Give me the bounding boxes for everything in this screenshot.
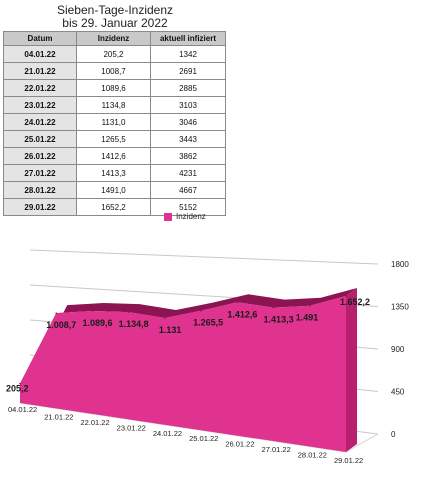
data-point [272, 306, 275, 309]
table-row: 27.01.22 1413,3 4231 [3, 164, 226, 182]
floor-right-edge [345, 433, 379, 453]
data-label: 1.652,2 [340, 297, 370, 307]
cell-date: 27.01.22 [3, 164, 77, 182]
cell-date: 04.01.22 [3, 45, 77, 63]
area-front-face [20, 295, 346, 452]
data-label: 1.134,8 [119, 319, 149, 329]
table-row: 23.01.22 1134,8 3103 [3, 96, 226, 114]
cell-date: 22.01.22 [3, 79, 77, 97]
x-tick-label: 04.01.22 [8, 405, 37, 414]
data-point [127, 311, 130, 313]
data-point [236, 301, 239, 304]
title-line-2: bis 29. Januar 2022 [62, 16, 168, 30]
y-tick-label: 900 [391, 345, 405, 354]
legend-swatch [164, 212, 172, 221]
data-point [19, 382, 21, 385]
x-tick-label: 27.01.22 [262, 445, 291, 454]
x-tick-label: 23.01.22 [117, 423, 146, 432]
x-tick-label: 26.01.22 [225, 440, 254, 449]
x-tick-label: 29.01.22 [334, 456, 363, 465]
data-label: 1.412,6 [227, 309, 257, 319]
table-row: 29.01.22 1652,2 5152 [3, 198, 226, 216]
data-label: 1.008,7 [46, 320, 76, 330]
table-header-row: Datum Inzidenz aktuell infiziert [3, 31, 226, 46]
table-row: 28.01.22 1491,0 4667 [3, 181, 226, 199]
data-point [345, 295, 347, 297]
x-tick-label: 22.01.22 [80, 418, 109, 427]
header-datum: Datum [3, 31, 77, 46]
x-tick-label: 28.01.22 [298, 451, 327, 460]
table-row: 22.01.22 1089,6 2885 [3, 79, 226, 97]
table-row: 21.01.22 1008,7 2691 [3, 62, 226, 80]
header-aktuell-infiziert: aktuell infiziert [150, 31, 226, 46]
x-tick-label: 24.01.22 [153, 429, 182, 438]
x-tick-label: 21.01.22 [44, 412, 73, 421]
x-tick-label: 25.01.22 [189, 434, 218, 443]
cell-date: 28.01.22 [3, 181, 77, 199]
y-tick-label: 450 [391, 388, 405, 397]
data-point [91, 310, 94, 312]
table-row: 24.01.22 1131,0 3046 [3, 113, 226, 131]
cell-date: 29.01.22 [3, 198, 77, 216]
title-line-1: Sieben-Tage-Inzidenz [56, 3, 174, 17]
cell-inzidenz: 1652,2 [76, 198, 151, 216]
cell-infiziert: 5152 [150, 198, 226, 216]
data-table: Datum Inzidenz aktuell infiziert 04.01.2… [3, 31, 226, 216]
legend: Inzidenz [164, 212, 206, 221]
data-point [200, 309, 202, 312]
header-inzidenz: Inzidenz [76, 31, 151, 46]
y-tick-label: 1800 [391, 260, 409, 269]
data-label: 1.413,3 [264, 315, 294, 325]
cell-date: 23.01.22 [3, 96, 77, 114]
data-point [164, 317, 166, 319]
cell-date: 24.01.22 [3, 113, 77, 131]
data-label: 1.089,6 [82, 318, 112, 328]
chart-title: Sieben-Tage-Inzidenz bis 29. Januar 2022 [0, 4, 230, 30]
gridline [29, 249, 379, 265]
data-label: 1.491 [296, 313, 319, 323]
data-label: 1.265,5 [193, 318, 223, 328]
area-side-face [346, 287, 357, 452]
y-tick-label: 1350 [391, 303, 409, 312]
data-label: 205,2 [6, 384, 29, 394]
legend-label: Inzidenz [176, 212, 206, 221]
table-row: 25.01.22 1265,5 3443 [3, 130, 226, 148]
y-tick-label: 0 [391, 430, 396, 439]
table-row: 04.01.22 205,2 1342 [3, 45, 226, 63]
table-row: 26.01.22 1412,6 3862 [3, 147, 226, 165]
data-point [308, 304, 311, 307]
data-label: 1.131 [159, 325, 182, 335]
data-point [55, 312, 58, 314]
area-top-face [20, 287, 357, 384]
